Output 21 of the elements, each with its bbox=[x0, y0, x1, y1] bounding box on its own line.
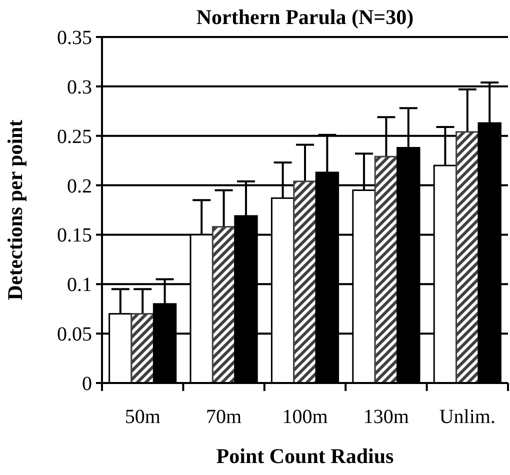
x-tick-label: Unlim. bbox=[439, 406, 496, 428]
y-tick-label: 0.35 bbox=[57, 27, 92, 49]
y-tick-label: 0.05 bbox=[57, 324, 92, 346]
chart-title: Northern Parula (N=30) bbox=[196, 5, 414, 29]
y-tick-label: 0 bbox=[82, 373, 92, 395]
y-tick-label: 0.1 bbox=[67, 274, 92, 296]
y-axis-title: Detections per point bbox=[3, 120, 27, 300]
bar bbox=[456, 131, 480, 384]
bar bbox=[212, 226, 236, 384]
x-axis-title: Point Count Radius bbox=[216, 444, 394, 468]
bar bbox=[374, 156, 398, 384]
bar bbox=[130, 313, 154, 384]
y-tick-label: 0.3 bbox=[67, 76, 92, 98]
y-tick-label: 0.2 bbox=[67, 175, 92, 198]
x-tick-label: 130m bbox=[363, 406, 410, 428]
bar bbox=[293, 180, 317, 384]
x-tick-label: 100m bbox=[282, 406, 328, 428]
x-tick-label: 70m bbox=[206, 406, 242, 428]
y-tick-label: 0.15 bbox=[57, 224, 92, 247]
x-tick-label: 50m bbox=[124, 406, 161, 428]
y-tick-label: 0.25 bbox=[57, 126, 92, 148]
